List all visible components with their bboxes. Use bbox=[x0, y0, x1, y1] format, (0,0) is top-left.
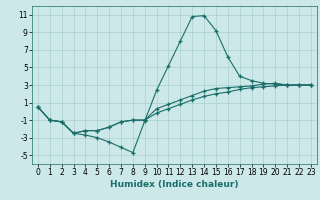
X-axis label: Humidex (Indice chaleur): Humidex (Indice chaleur) bbox=[110, 180, 239, 189]
